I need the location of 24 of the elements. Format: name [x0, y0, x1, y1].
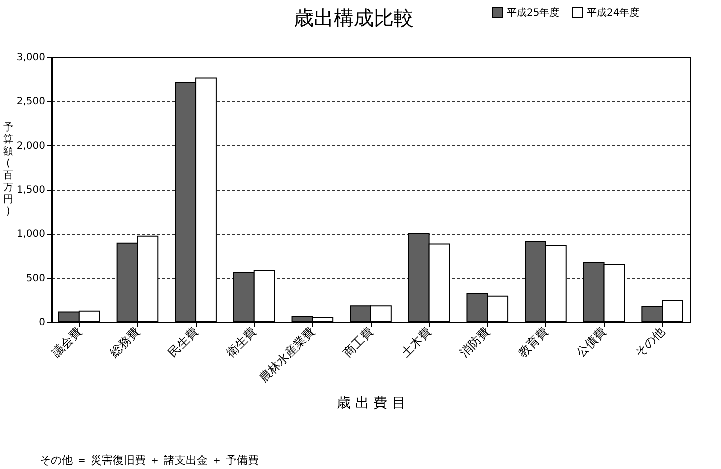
- x-tick-label: 総務費: [106, 324, 143, 361]
- y-tick-label: 1,500: [16, 185, 46, 196]
- legend-label: 平成24年度: [587, 6, 640, 19]
- y-tick-label: 2,000: [16, 140, 46, 152]
- x-tick-label: 衛生費: [224, 324, 260, 360]
- x-tick-label: その他: [632, 324, 668, 360]
- x-tick-label: 商工費: [340, 324, 376, 360]
- x-tick-label: 農林水産業費: [256, 324, 318, 386]
- x-axis-title: 歳 出 費 目: [336, 396, 406, 412]
- y-tick-label: 1,000: [16, 229, 46, 240]
- x-tick-label: 民生費: [166, 324, 201, 360]
- x-tick-label: 土木費: [398, 324, 434, 360]
- y-tick-label: 2,500: [16, 96, 46, 108]
- x-tick-label: 公債費: [574, 324, 610, 360]
- legend-label: 平成25年度: [507, 6, 560, 19]
- text: その他 ＝ 災害復旧費 ＋ 諸支出金 ＋ 予備費: [40, 454, 259, 467]
- x-tick-label: 教育費: [516, 324, 551, 360]
- y-axis-title: 予算額(百万円): [4, 122, 14, 218]
- x-tick-label: 消防費: [457, 324, 493, 360]
- y-tick-label: 0: [39, 318, 46, 328]
- y-tick-label: 500: [26, 273, 46, 284]
- chart-title: 歳出構成比較: [294, 6, 414, 30]
- x-tick-label: 議会費: [49, 324, 84, 360]
- y-tick-label: 3,000: [16, 52, 46, 64]
